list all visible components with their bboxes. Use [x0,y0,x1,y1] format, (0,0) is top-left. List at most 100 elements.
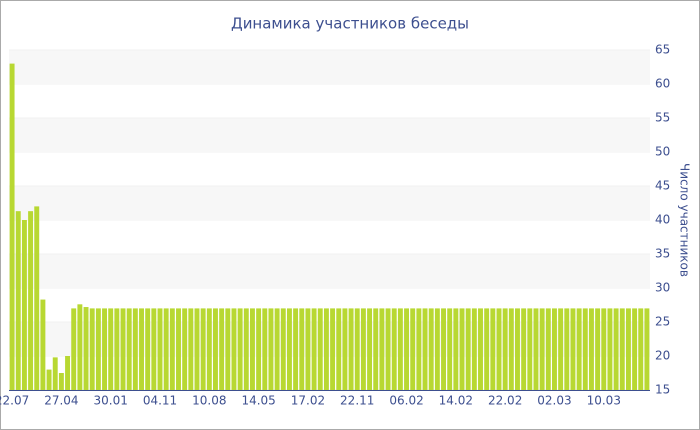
bar [52,357,58,390]
bar [311,308,317,390]
x-tick-label: 27.04 [44,394,78,408]
x-tick-label: 04.11 [143,394,177,408]
bar [607,308,613,390]
bar [354,308,360,390]
y-tick-label: 50 [655,145,670,159]
bar [139,308,144,390]
bar [558,308,564,390]
bar [9,63,15,390]
bar [484,308,490,390]
bar [434,308,440,390]
grid-band [9,50,650,84]
bar [619,308,625,390]
y-tick-label: 15 [655,383,670,397]
bar [200,308,206,390]
bar [391,308,397,390]
bar [478,308,483,390]
x-tick-label: 02.03 [537,394,571,408]
bar [293,308,299,390]
bar [46,369,52,390]
bar [330,308,336,390]
y-tick-label: 55 [655,111,670,125]
bar [385,308,391,390]
bar [410,308,416,390]
x-tick-label: 10.03 [587,394,621,408]
bar [102,308,107,390]
bar [496,308,502,390]
y-tick-label: 20 [655,349,670,363]
y-axis-label: Число участников [678,163,692,277]
bar [367,308,373,390]
x-tick-label: 14.02 [439,394,473,408]
bar [348,308,354,390]
bar [108,308,114,390]
bar [490,308,496,390]
bar [151,308,157,390]
bar [545,308,551,390]
bar [533,308,539,390]
bar [564,308,570,390]
y-tick-label: 35 [655,247,670,261]
bar [243,308,249,390]
x-tick-label: 22.11 [340,394,374,408]
bar [305,308,311,390]
bar [256,308,262,390]
bar [40,299,46,390]
y-tick-label: 25 [655,315,670,329]
bar [71,308,77,390]
bar [508,308,514,390]
grid-band [9,186,650,220]
bar [188,308,194,390]
bar [416,308,422,390]
bar [58,373,64,390]
bar [157,308,163,390]
bar [65,356,71,390]
bar [447,308,453,390]
bar [120,308,126,390]
bar [373,308,379,390]
bar [465,308,471,390]
bar [34,206,40,390]
bar [225,308,231,390]
bar [299,308,305,390]
bar [342,308,348,390]
bar [286,308,292,390]
bar [336,308,342,390]
bar [428,308,434,390]
bar [231,308,237,390]
chart-title: Динамика участников беседы [231,15,469,33]
bar [379,308,385,390]
bar [613,308,619,390]
bar [169,308,175,390]
x-tick-label: 14.05 [241,394,275,408]
bar [77,304,83,390]
bar [441,308,446,390]
bar [360,308,366,390]
bar [595,308,601,390]
bar [502,308,508,390]
bar [132,308,138,390]
bar [453,308,459,390]
bar [632,308,638,390]
bar [83,307,89,390]
bar [588,308,594,390]
bar [15,211,21,390]
bar [601,308,607,390]
bar [89,308,95,390]
x-tick-label: 30.01 [94,394,128,408]
bar [625,308,631,390]
bar [126,308,132,390]
bar [552,308,557,390]
bar [213,308,218,390]
bar [145,308,151,390]
bar [317,308,323,390]
bar [28,211,34,390]
bar [114,308,120,390]
x-tick-label: 06.02 [389,394,423,408]
bar [570,308,576,390]
bar [323,308,329,390]
bar [459,308,465,390]
bar [576,308,582,390]
